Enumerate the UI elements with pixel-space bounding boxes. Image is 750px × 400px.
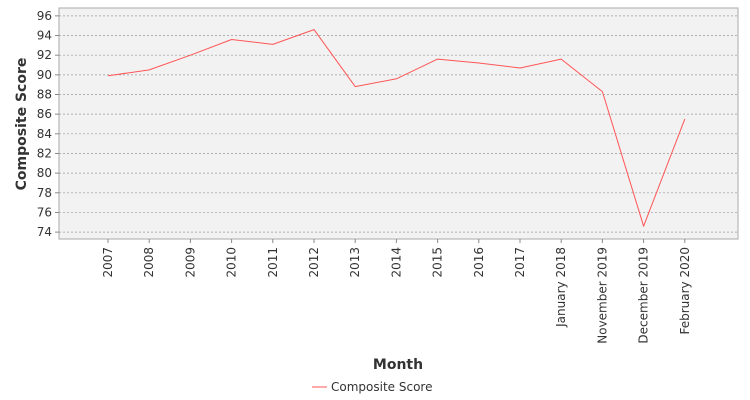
y-tick-label: 96	[37, 9, 52, 23]
x-tick-label: 2017	[513, 247, 527, 278]
y-axis-ticks: 74 76 78 80 82 84 86 88 90 92 94 96	[37, 9, 59, 239]
y-tick-label: 90	[37, 68, 52, 82]
x-tick-label: February 2020	[678, 247, 692, 335]
x-tick-label: December 2019	[637, 247, 651, 344]
y-tick-label: 94	[37, 29, 52, 43]
x-tick-label: January 2018	[554, 247, 568, 328]
data-point	[642, 225, 645, 228]
x-tick-label: 2010	[225, 247, 239, 278]
grid-lines	[59, 15, 738, 233]
data-point	[107, 74, 110, 77]
data-point	[436, 58, 439, 61]
x-tick-label: 2008	[142, 247, 156, 278]
y-tick-label: 88	[37, 88, 52, 102]
series-line	[107, 29, 686, 227]
plot-background	[58, 7, 739, 240]
data-point	[519, 66, 522, 69]
data-point	[395, 77, 398, 80]
y-tick-label: 84	[37, 127, 52, 141]
data-point	[271, 43, 274, 46]
data-point	[601, 90, 604, 93]
x-tick-label: 2009	[183, 247, 197, 278]
x-tick-label: November 2019	[595, 247, 609, 344]
y-axis-title: Composite Score	[14, 58, 30, 191]
x-tick-label: 2015	[431, 247, 445, 278]
data-point	[148, 68, 151, 71]
x-tick-label: 2016	[472, 247, 486, 278]
legend-label: Composite Score	[331, 380, 432, 394]
series-lines	[107, 28, 686, 228]
x-tick-label: 2011	[266, 247, 280, 278]
data-point	[230, 38, 233, 41]
legend: Composite Score	[312, 380, 432, 394]
data-point	[313, 28, 316, 31]
x-axis-title: Month	[373, 357, 423, 373]
y-tick-label: 82	[37, 146, 52, 160]
y-tick-label: 80	[37, 166, 52, 180]
x-tick-label: 2007	[101, 247, 115, 278]
x-tick-label: 2013	[348, 247, 362, 278]
data-point	[189, 54, 192, 57]
x-tick-label: 2012	[307, 247, 321, 278]
y-tick-label: 86	[37, 107, 52, 121]
y-tick-label: 76	[37, 205, 52, 219]
data-point	[354, 85, 357, 88]
data-point	[477, 62, 480, 65]
y-tick-label: 74	[37, 225, 52, 239]
y-tick-label: 78	[37, 186, 52, 200]
data-point	[683, 118, 686, 121]
x-axis-ticks: 2007 2008 2009 2010 2011 2012 2013 2014 2015 2016…	[101, 239, 692, 344]
data-point	[560, 58, 563, 61]
y-tick-label: 92	[37, 48, 52, 62]
x-tick-label: 2014	[389, 247, 403, 278]
